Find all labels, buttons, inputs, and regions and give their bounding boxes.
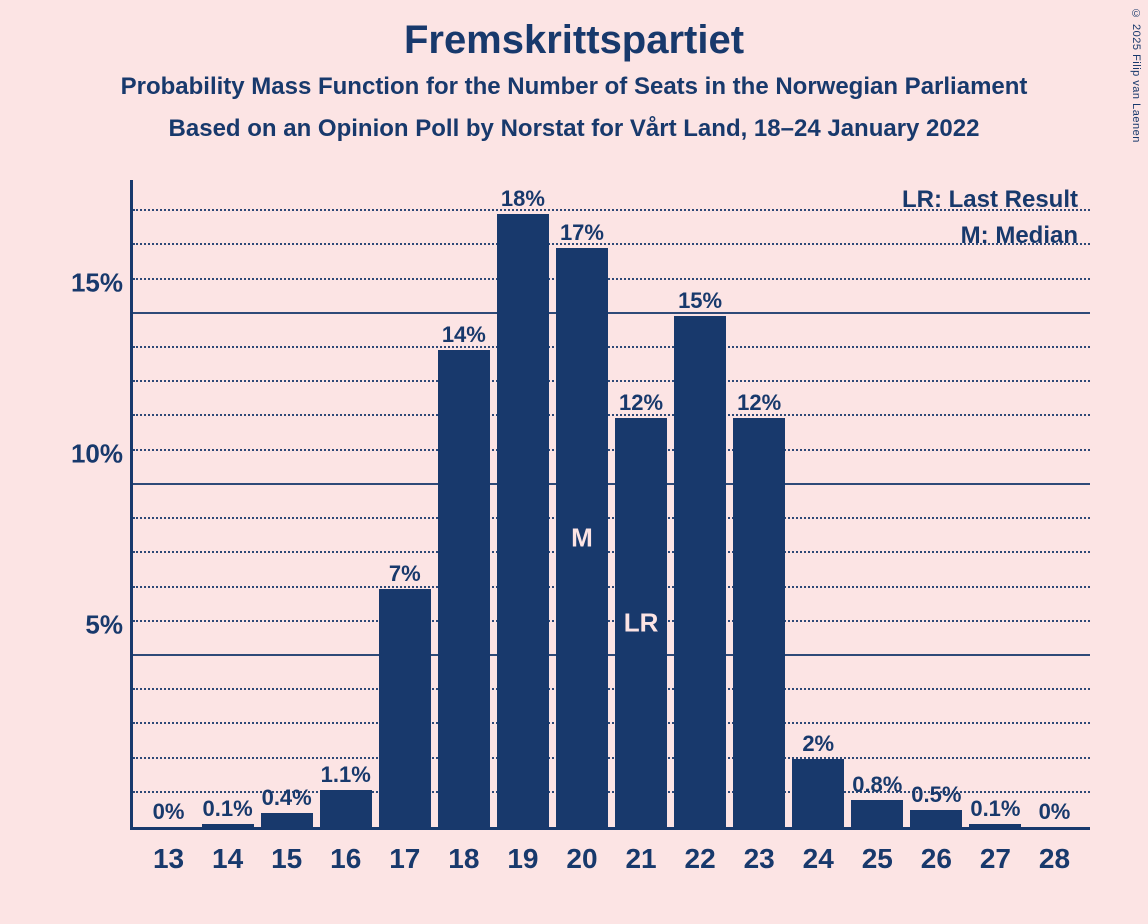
bar-slot: 18%19 — [493, 180, 552, 827]
bar-slot: 0.5%26 — [907, 180, 966, 827]
bar-slot: 0.1%14 — [198, 180, 257, 827]
bar-value-label: 12% — [619, 390, 663, 416]
marker-last-result: LR — [615, 607, 667, 638]
chart-plot: LR: Last Result M: Median 0%130.1%140.4%… — [130, 180, 1090, 830]
x-axis-tick: 17 — [389, 843, 420, 875]
bar-value-label: 0.1% — [970, 796, 1020, 822]
bar-value-label: 0.1% — [203, 796, 253, 822]
x-axis-tick: 23 — [744, 843, 775, 875]
bar-value-label: 18% — [501, 186, 545, 212]
x-axis-tick: 14 — [212, 843, 243, 875]
x-axis-tick: 28 — [1039, 843, 1070, 875]
x-axis-tick: 21 — [625, 843, 656, 875]
bar: 0.1% — [969, 824, 1021, 827]
bar-value-label: 17% — [560, 220, 604, 246]
bar-slot: 15%22 — [671, 180, 730, 827]
copyright-text: © 2025 Filip van Laenen — [1130, 8, 1142, 143]
bar-slot: 7%17 — [375, 180, 434, 827]
bar: 12% — [733, 418, 785, 827]
bar-slot: 14%18 — [434, 180, 493, 827]
bar-slot: 17%M20 — [552, 180, 611, 827]
legend-last-result: LR: Last Result — [902, 186, 1078, 214]
chart-bars: 0%130.1%140.4%151.1%167%1714%1818%1917%M… — [133, 180, 1090, 827]
bar-slot: 0.8%25 — [848, 180, 907, 827]
bar-value-label: 0.8% — [852, 772, 902, 798]
bar-value-label: 15% — [678, 288, 722, 314]
bar-value-label: 1.1% — [321, 762, 371, 788]
chart-legend: LR: Last Result M: Median — [902, 186, 1078, 258]
bar: 0.5% — [910, 810, 962, 827]
bar-slot: 12%23 — [730, 180, 789, 827]
y-axis-tick: 10% — [71, 438, 123, 469]
bar-value-label: 12% — [737, 390, 781, 416]
x-axis-tick: 19 — [507, 843, 538, 875]
bar: 7% — [379, 589, 431, 827]
bar: 15% — [674, 316, 726, 827]
x-axis-tick: 18 — [448, 843, 479, 875]
y-axis-tick: 15% — [71, 267, 123, 298]
bar-slot: 0%13 — [139, 180, 198, 827]
bar: 0.4% — [261, 813, 313, 827]
bar-slot: 1.1%16 — [316, 180, 375, 827]
bar-value-label: 0.4% — [262, 785, 312, 811]
bar-value-label: 0.5% — [911, 782, 961, 808]
chart-titles: Fremskrittspartiet Probability Mass Func… — [0, 0, 1148, 143]
bar-value-label: 0% — [153, 799, 185, 825]
bar: 0.1% — [202, 824, 254, 827]
legend-median: M: Median — [902, 222, 1078, 250]
x-axis-tick: 26 — [921, 843, 952, 875]
bar-slot: 0%28 — [1025, 180, 1084, 827]
x-axis-tick: 20 — [566, 843, 597, 875]
bar-slot: 0.4%15 — [257, 180, 316, 827]
bar: 18% — [497, 214, 549, 827]
marker-median: M — [556, 522, 608, 553]
bar: 12%LR — [615, 418, 667, 827]
x-axis-tick: 24 — [803, 843, 834, 875]
chart-title: Fremskrittspartiet — [0, 18, 1148, 63]
y-axis-tick: 5% — [85, 609, 123, 640]
bar-slot: 0.1%27 — [966, 180, 1025, 827]
chart-area: LR: Last Result M: Median 0%130.1%140.4%… — [60, 180, 1100, 830]
bar-slot: 2%24 — [789, 180, 848, 827]
bar: 14% — [438, 350, 490, 827]
bar-value-label: 0% — [1039, 799, 1071, 825]
chart-subtitle-2: Based on an Opinion Poll by Norstat for … — [0, 115, 1148, 143]
bar-value-label: 14% — [442, 322, 486, 348]
bar-slot: 12%LR21 — [612, 180, 671, 827]
x-axis-tick: 13 — [153, 843, 184, 875]
bar: 17%M — [556, 248, 608, 827]
bar: 0.8% — [851, 800, 903, 827]
x-axis-tick: 22 — [685, 843, 716, 875]
x-axis-tick: 16 — [330, 843, 361, 875]
x-axis-tick: 25 — [862, 843, 893, 875]
x-axis-tick: 15 — [271, 843, 302, 875]
x-axis-tick: 27 — [980, 843, 1011, 875]
bar: 1.1% — [320, 790, 372, 827]
bar: 2% — [792, 759, 844, 827]
chart-subtitle-1: Probability Mass Function for the Number… — [0, 73, 1148, 101]
bar-value-label: 7% — [389, 561, 421, 587]
bar-value-label: 2% — [802, 731, 834, 757]
